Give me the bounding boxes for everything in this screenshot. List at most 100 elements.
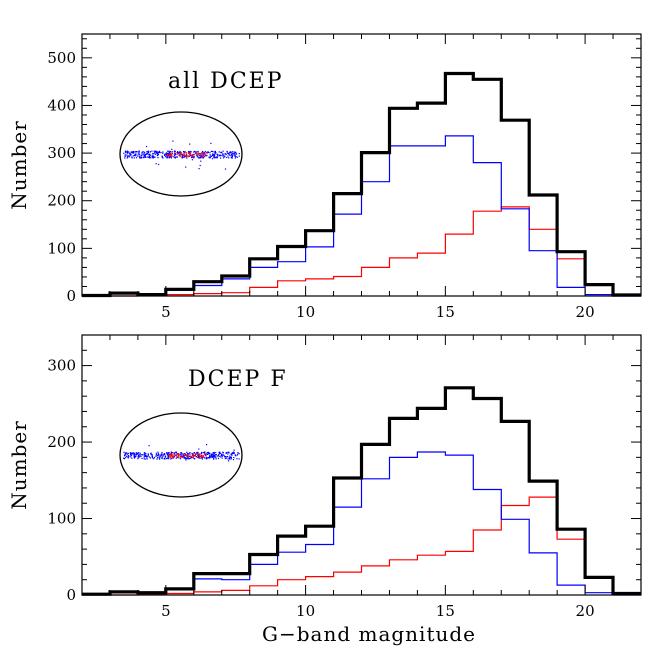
- y-tick-label: 100: [47, 510, 76, 528]
- inset-dot-blue: [184, 151, 186, 153]
- inset-dot-blue: [153, 150, 155, 152]
- inset-dot-blue: [234, 157, 236, 159]
- inset-dot-blue: [129, 153, 131, 155]
- inset-dot-blue: [227, 456, 229, 458]
- inset-dot-blue: [161, 453, 163, 455]
- inset-dot-blue: [228, 457, 230, 459]
- inset-dot-blue: [213, 451, 215, 453]
- inset-dot-blue: [226, 151, 228, 153]
- inset-dot-blue: [196, 451, 198, 453]
- inset-dot-blue: [222, 154, 224, 156]
- inset-dot-blue: [220, 157, 222, 159]
- inset-dot-blue: [167, 152, 169, 155]
- y-axis-title: Number: [7, 420, 31, 510]
- inset-dot-blue: [213, 456, 215, 458]
- inset-dot-blue: [229, 151, 231, 153]
- inset-dot-red: [199, 153, 201, 155]
- inset-dot-blue: [136, 453, 138, 456]
- inset-dot-red: [169, 155, 171, 157]
- inset-dot-blue: [198, 448, 200, 450]
- inset-dot-blue: [170, 157, 172, 159]
- inset-dot-red: [171, 456, 173, 458]
- inset-dot-red: [192, 154, 194, 156]
- inset-dot-blue: [141, 151, 143, 154]
- inset-dot-red: [169, 453, 171, 456]
- inset-dot-blue: [219, 452, 222, 454]
- inset-dot-blue: [159, 454, 161, 456]
- inset-dot-blue: [234, 155, 236, 157]
- inset-dot-blue: [174, 151, 176, 153]
- inset-dot-blue: [163, 453, 165, 455]
- inset-dot-blue: [134, 455, 136, 457]
- inset-dot-blue: [147, 156, 149, 158]
- inset-dot-blue: [167, 150, 169, 152]
- inset-dot-red: [173, 453, 175, 455]
- inset-dot-blue: [159, 458, 161, 460]
- inset-dot-blue: [146, 145, 148, 148]
- inset-dot-blue: [175, 451, 178, 453]
- inset-dot-blue: [124, 154, 127, 156]
- inset-dot-blue: [124, 453, 126, 455]
- inset-dot-blue: [158, 457, 160, 459]
- inset-dot-blue: [127, 455, 129, 457]
- inset-dot-blue: [214, 153, 216, 155]
- inset-dot-blue: [144, 455, 146, 457]
- inset-dot-blue: [225, 452, 227, 454]
- inset-dot-blue: [180, 458, 182, 460]
- inset-dot-blue: [166, 454, 169, 456]
- inset-dot-blue: [158, 456, 160, 458]
- inset-dot-blue: [157, 454, 159, 456]
- inset-dot-blue: [220, 151, 222, 154]
- inset-dot-blue: [149, 151, 151, 153]
- inset-dot-red: [195, 153, 198, 155]
- inset-dot-blue: [138, 153, 140, 155]
- inset-dot-blue: [153, 458, 155, 460]
- inset-dot-blue: [186, 451, 188, 453]
- inset-dot-blue: [184, 453, 186, 455]
- inset-dot-blue: [178, 151, 180, 154]
- inset-dot-blue: [191, 452, 193, 454]
- inset-dot-blue: [134, 456, 136, 458]
- inset-dot-blue: [133, 456, 135, 458]
- inset-dot-blue: [152, 157, 154, 159]
- inset-dot-blue: [207, 151, 209, 154]
- inset-dot-blue: [181, 453, 183, 455]
- inset-dot-blue: [227, 453, 229, 455]
- inset-dot-red: [201, 152, 203, 154]
- inset-dot-red: [191, 154, 194, 157]
- inset-dot-blue: [133, 154, 135, 157]
- inset-dot-blue: [148, 445, 150, 447]
- inset-dot-blue: [143, 155, 145, 157]
- inset-dot-blue: [224, 455, 226, 457]
- inset-dot-red: [197, 152, 199, 154]
- inset-dot-blue: [203, 156, 205, 158]
- inset-dot-red: [205, 152, 208, 154]
- inset-dot-blue: [164, 153, 166, 156]
- inset-dot-blue: [184, 156, 186, 158]
- inset-dot-blue: [167, 156, 169, 158]
- inset-dot-blue: [164, 153, 166, 155]
- inset-dot-blue: [201, 451, 203, 453]
- inset-dot-blue: [233, 452, 235, 454]
- inset-dot-blue: [206, 458, 208, 460]
- inset-dot-red: [183, 155, 185, 157]
- inset-dot-blue: [148, 155, 151, 157]
- inset-dot-blue: [145, 453, 147, 455]
- inset-dot-blue: [150, 157, 152, 159]
- inset-dot-blue: [187, 452, 189, 455]
- inset-dot-blue: [147, 150, 150, 152]
- inset-dot-blue: [166, 157, 168, 159]
- inset-dot-blue: [221, 453, 223, 455]
- inset-dot-red: [194, 453, 197, 455]
- inset-dot-blue: [123, 152, 125, 154]
- inset-dot-blue: [149, 156, 151, 158]
- inset-dot-blue: [212, 455, 214, 457]
- inset-dot-blue: [225, 456, 227, 458]
- inset-dot-blue: [151, 455, 153, 457]
- inset-dot-blue: [207, 456, 209, 459]
- inset-dot-blue: [162, 453, 164, 455]
- inset-dot-blue: [181, 155, 183, 157]
- y-tick-label: 500: [47, 49, 76, 67]
- inset-dot-blue: [127, 457, 129, 459]
- inset-dot-blue: [130, 452, 132, 454]
